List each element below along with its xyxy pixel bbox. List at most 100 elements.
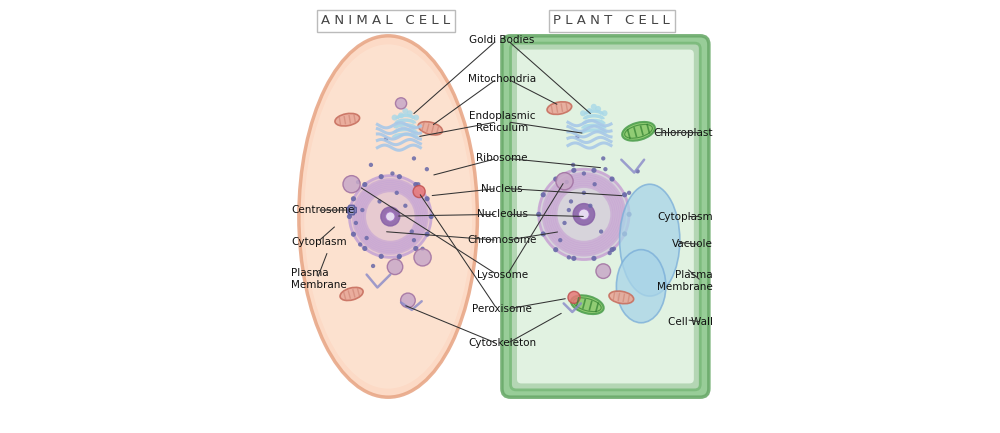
Circle shape (390, 171, 395, 176)
Text: Ribosome: Ribosome (476, 153, 528, 163)
Circle shape (609, 247, 615, 252)
Circle shape (573, 204, 595, 225)
Circle shape (398, 113, 404, 118)
Circle shape (571, 256, 576, 261)
Text: Nucleus: Nucleus (481, 184, 523, 194)
Text: Lysosome: Lysosome (477, 270, 528, 280)
Circle shape (386, 212, 395, 221)
Circle shape (565, 180, 569, 184)
Circle shape (601, 156, 605, 161)
Circle shape (612, 247, 616, 251)
Circle shape (395, 191, 399, 195)
Circle shape (412, 238, 416, 242)
Circle shape (592, 182, 597, 186)
Circle shape (377, 199, 382, 204)
Ellipse shape (418, 122, 442, 135)
Ellipse shape (340, 288, 363, 301)
Circle shape (562, 221, 567, 225)
Circle shape (608, 251, 612, 255)
Circle shape (425, 232, 430, 237)
Text: Plasma
Membrane: Plasma Membrane (291, 268, 347, 290)
Circle shape (425, 196, 430, 201)
Text: Cytoplasm: Cytoplasm (291, 237, 347, 247)
Circle shape (369, 163, 373, 167)
Text: Mitochondria: Mitochondria (468, 74, 536, 84)
Text: Peroxisome: Peroxisome (472, 304, 532, 314)
Text: A N I M A L   C E L L: A N I M A L C E L L (321, 14, 451, 27)
Text: Cytoplasm: Cytoplasm (657, 211, 713, 222)
Circle shape (567, 255, 571, 259)
Text: Centrosome: Centrosome (291, 205, 355, 215)
Circle shape (349, 176, 431, 257)
Circle shape (588, 204, 592, 208)
Circle shape (626, 212, 632, 217)
Circle shape (397, 254, 402, 259)
Circle shape (402, 108, 408, 114)
Text: Vacuole: Vacuole (672, 239, 713, 249)
Circle shape (582, 191, 586, 195)
Circle shape (582, 171, 586, 176)
Circle shape (413, 182, 418, 187)
Circle shape (379, 254, 384, 259)
Circle shape (591, 168, 597, 173)
Text: Nucleolus: Nucleolus (477, 209, 528, 220)
Text: Goldi Bodies: Goldi Bodies (469, 35, 535, 45)
Circle shape (429, 214, 434, 219)
FancyBboxPatch shape (502, 36, 709, 397)
Circle shape (416, 182, 420, 186)
Circle shape (364, 236, 369, 240)
Text: Chromosome: Chromosome (467, 235, 537, 245)
Ellipse shape (299, 36, 477, 397)
Circle shape (603, 167, 608, 171)
Text: Chloroplast: Chloroplast (653, 128, 713, 138)
Ellipse shape (304, 45, 472, 388)
Circle shape (420, 247, 425, 251)
Circle shape (401, 293, 415, 308)
FancyBboxPatch shape (347, 207, 356, 213)
Circle shape (397, 255, 401, 259)
Circle shape (362, 182, 367, 187)
Circle shape (609, 177, 615, 181)
Circle shape (602, 110, 608, 116)
Circle shape (553, 177, 558, 181)
Circle shape (558, 238, 562, 242)
Circle shape (397, 174, 402, 179)
Circle shape (567, 208, 571, 212)
Circle shape (586, 108, 592, 114)
Circle shape (622, 192, 627, 197)
Circle shape (622, 231, 627, 236)
Circle shape (351, 232, 356, 237)
Circle shape (347, 214, 352, 219)
Circle shape (356, 180, 360, 184)
Circle shape (414, 249, 431, 266)
Circle shape (360, 208, 364, 212)
Circle shape (413, 115, 419, 120)
Circle shape (568, 291, 580, 304)
Circle shape (571, 168, 576, 173)
Circle shape (599, 229, 603, 234)
Ellipse shape (335, 113, 360, 126)
Circle shape (343, 176, 360, 193)
Circle shape (556, 173, 573, 190)
Circle shape (541, 231, 546, 236)
Circle shape (407, 110, 413, 116)
Text: Endoplasmic
Reticulum: Endoplasmic Reticulum (469, 111, 535, 132)
Circle shape (403, 204, 408, 208)
Circle shape (413, 185, 425, 197)
Circle shape (580, 110, 586, 116)
Circle shape (553, 247, 558, 252)
Circle shape (591, 256, 597, 261)
Circle shape (384, 137, 388, 141)
Circle shape (387, 259, 403, 275)
Circle shape (412, 156, 416, 161)
Circle shape (371, 264, 375, 268)
Ellipse shape (622, 122, 655, 141)
Circle shape (596, 264, 611, 278)
FancyBboxPatch shape (349, 205, 354, 215)
Circle shape (571, 163, 575, 167)
Circle shape (395, 98, 407, 109)
Text: Cytoskeleton: Cytoskeleton (468, 339, 536, 349)
Circle shape (575, 135, 580, 139)
Circle shape (354, 221, 358, 225)
Circle shape (627, 191, 631, 195)
